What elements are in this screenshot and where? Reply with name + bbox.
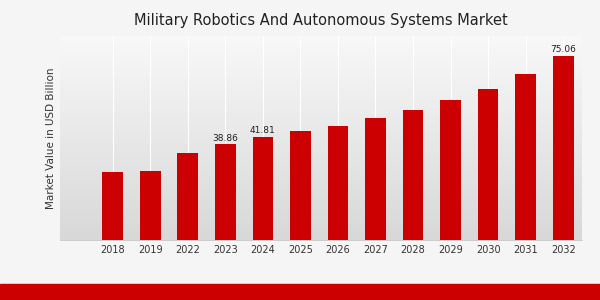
Bar (440, 100, 461, 240)
Text: 75.06: 75.06 (550, 44, 576, 53)
Bar (290, 130, 311, 240)
Bar (253, 137, 273, 240)
Bar (403, 110, 424, 240)
Bar (553, 56, 574, 240)
Bar (140, 171, 161, 240)
Text: 38.86: 38.86 (212, 134, 238, 142)
Bar (478, 89, 499, 240)
Bar (515, 74, 536, 240)
Title: Military Robotics And Autonomous Systems Market: Military Robotics And Autonomous Systems… (134, 13, 508, 28)
Bar (328, 126, 348, 240)
Bar (215, 145, 236, 240)
Bar (365, 118, 386, 240)
Y-axis label: Market Value in USD Billion: Market Value in USD Billion (46, 67, 56, 209)
Bar (178, 153, 198, 240)
Bar (103, 172, 123, 240)
Text: 41.81: 41.81 (250, 126, 276, 135)
